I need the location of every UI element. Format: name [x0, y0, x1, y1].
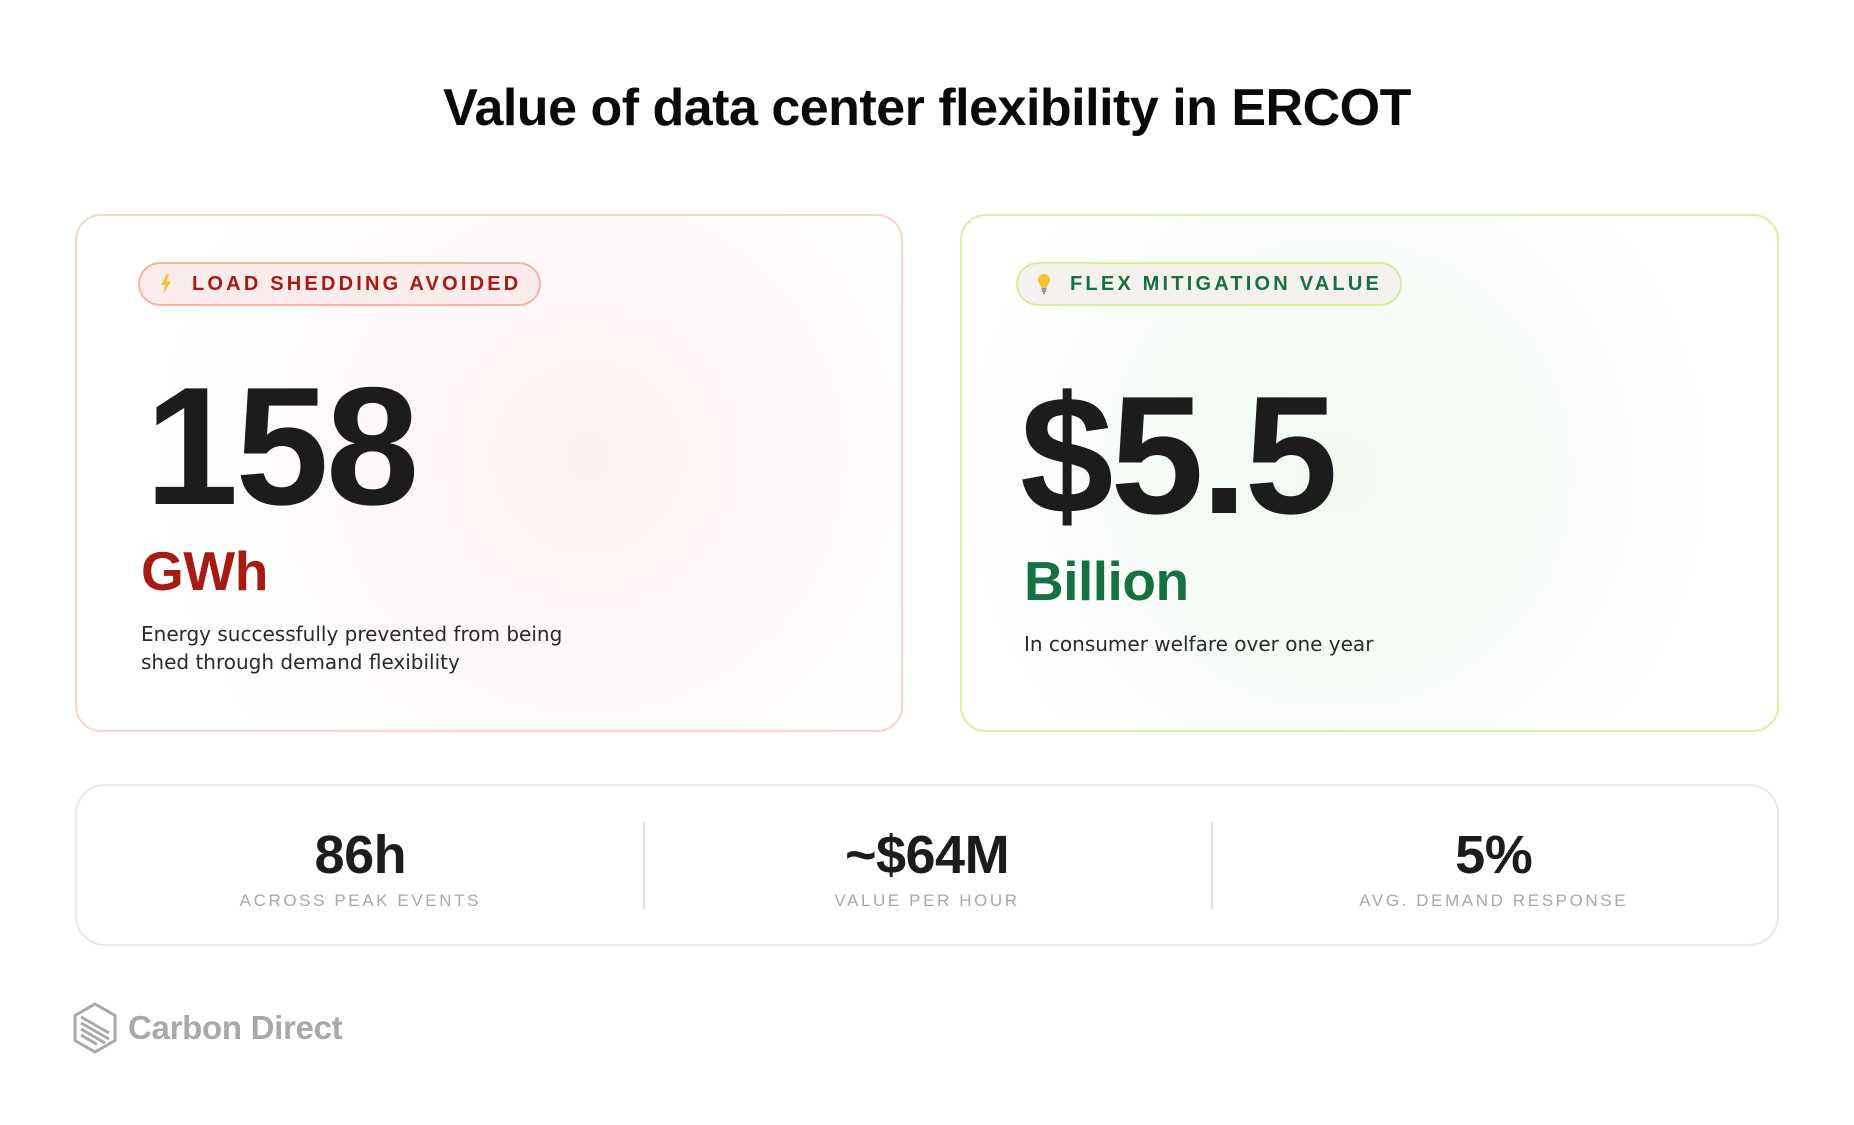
load-shedding-card: LOAD SHEDDING AVOIDED 158 GWh Energy suc…: [75, 214, 903, 732]
load-shedding-badge: LOAD SHEDDING AVOIDED: [138, 262, 542, 306]
load-shedding-unit: GWh: [141, 540, 268, 602]
flex-mitigation-badge: FLEX MITIGATION VALUE: [1016, 262, 1403, 306]
load-shedding-value: 158: [145, 352, 419, 540]
stat-label: ACROSS PEAK EVENTS: [239, 891, 482, 910]
stat-value-per-hour: ~$64M VALUE PER HOUR: [644, 786, 1211, 944]
stat-value: 86h: [314, 825, 407, 885]
stat-value: 5%: [1455, 825, 1533, 885]
stat-divider: [1211, 822, 1213, 910]
stat-value: ~$64M: [844, 825, 1010, 885]
badge-label: LOAD SHEDDING AVOIDED: [192, 272, 522, 295]
load-shedding-description: Energy successfully prevented from being…: [141, 622, 563, 674]
stat-demand-response: 5% AVG. DEMAND RESPONSE: [1210, 786, 1777, 944]
badge-label: FLEX MITIGATION VALUE: [1070, 272, 1383, 295]
flex-mitigation-card: FLEX MITIGATION VALUE $5.5 Billion In co…: [960, 214, 1779, 732]
flex-mitigation-unit: Billion: [1024, 550, 1189, 612]
lightbulb-icon: [1036, 273, 1052, 295]
carbon-direct-hexagon-icon: [72, 1002, 118, 1054]
flex-mitigation-description: In consumer welfare over one year: [1024, 632, 1374, 656]
lightning-bolt-icon: [158, 273, 174, 295]
stat-label: AVG. DEMAND RESPONSE: [1359, 891, 1629, 910]
stats-panel: 86h ACROSS PEAK EVENTS ~$64M VALUE PER H…: [75, 784, 1779, 946]
logo-wordmark: Carbon Direct: [128, 1009, 343, 1046]
carbon-direct-logo: Carbon Direct: [72, 1002, 343, 1054]
page-title: Value of data center flexibility in ERCO…: [443, 79, 1411, 137]
stat-peak-hours: 86h ACROSS PEAK EVENTS: [77, 786, 644, 944]
stat-label: VALUE PER HOUR: [834, 891, 1020, 910]
flex-mitigation-value: $5.5: [1020, 361, 1338, 549]
stat-divider: [643, 822, 645, 910]
